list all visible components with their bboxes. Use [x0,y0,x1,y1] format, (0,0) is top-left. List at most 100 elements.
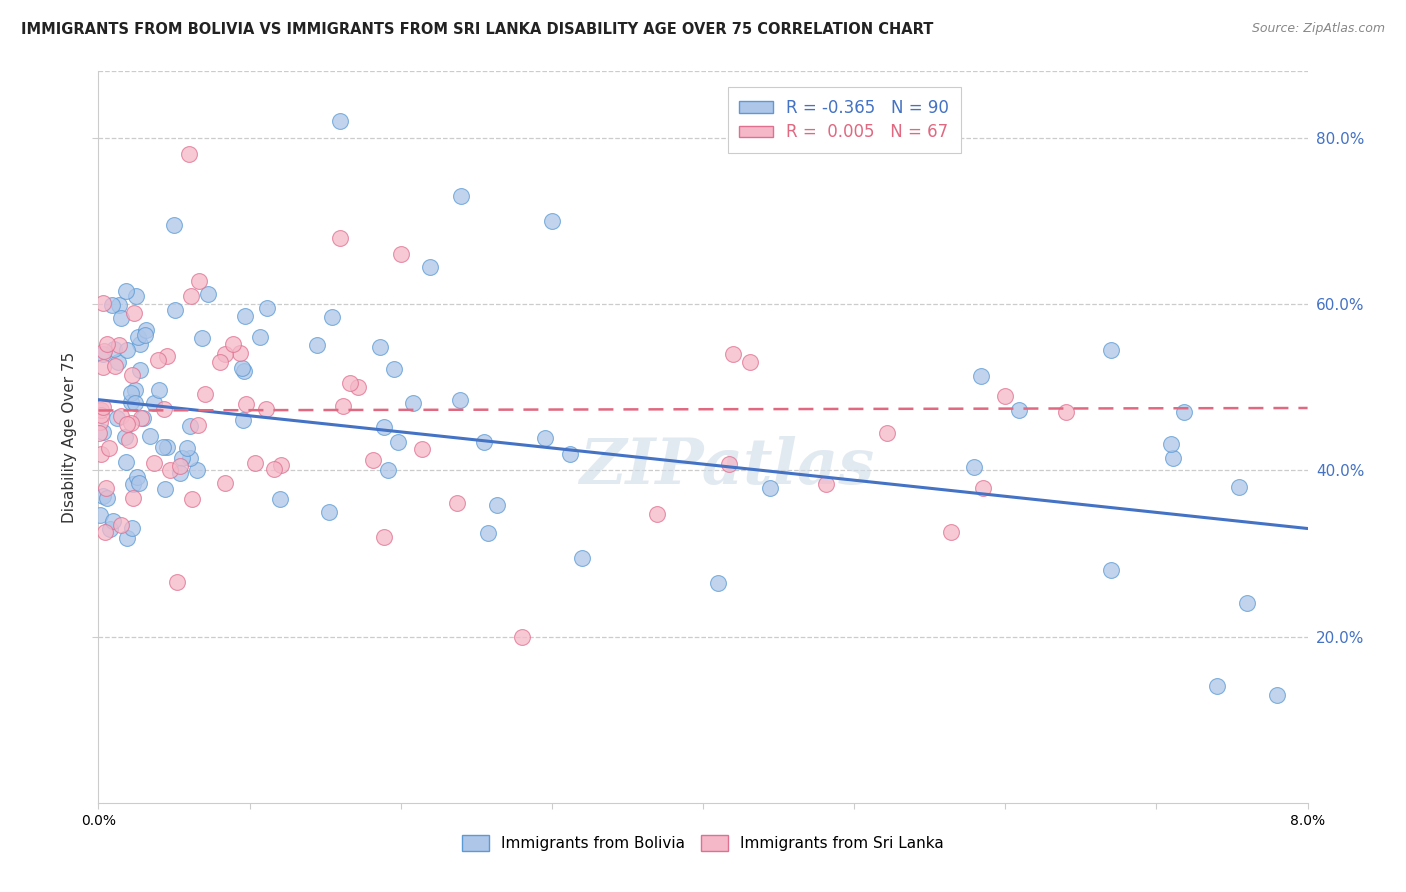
Point [117,532,139,546]
Point [128,476,150,491]
Point [110,310,132,325]
Point [91,489,114,503]
Point [249,330,271,344]
Point [269,492,291,507]
Point [446,496,468,510]
Point [89,415,111,429]
Point [115,285,138,299]
Point [477,526,499,541]
Point [101,298,124,312]
Legend: Immigrants from Bolivia, Immigrants from Sri Lanka: Immigrants from Bolivia, Immigrants from… [456,830,950,857]
Point [156,349,179,363]
Point [232,413,254,427]
Point [93,343,115,358]
Point [129,411,152,425]
Point [142,456,165,470]
Point [132,411,155,425]
Point [389,247,412,261]
Point [166,574,188,589]
Point [222,336,245,351]
Point [485,498,508,512]
Point [103,359,125,373]
Point [191,331,214,345]
Point [101,515,124,529]
Point [1160,437,1182,451]
Y-axis label: Disability Age Over 75: Disability Age Over 75 [62,351,77,523]
Point [156,441,179,455]
Point [254,402,277,417]
Point [1099,563,1122,577]
Point [179,450,201,465]
Point [124,384,146,398]
Point [373,530,395,544]
Point [339,376,361,390]
Point [1099,343,1122,358]
Point [100,522,122,536]
Point [172,451,194,466]
Point [510,630,533,644]
Point [90,447,112,461]
Point [142,396,165,410]
Point [108,298,131,312]
Point [214,346,236,360]
Point [814,477,837,491]
Point [107,355,129,369]
Point [449,392,471,407]
Point [148,383,170,397]
Point [941,524,963,539]
Point [135,323,157,337]
Point [214,475,236,490]
Point [723,347,745,361]
Point [540,214,562,228]
Point [114,430,136,444]
Point [169,459,191,474]
Point [263,462,285,476]
Point [115,417,138,431]
Point [120,416,142,430]
Point [533,431,555,445]
Point [121,491,143,505]
Point [98,441,121,455]
Point [117,434,139,448]
Point [1173,405,1195,419]
Point [105,411,128,425]
Point [152,402,174,417]
Point [256,301,278,315]
Point [305,338,328,352]
Point [329,230,352,244]
Point [645,507,668,521]
Point [187,418,209,433]
Point [235,397,257,411]
Point [169,466,191,480]
Point [411,442,433,457]
Point [121,521,143,535]
Point [1267,688,1289,702]
Point [197,286,219,301]
Point [120,394,142,409]
Point [110,409,132,424]
Point [963,460,986,475]
Point [377,463,399,477]
Point [186,463,208,477]
Point [146,352,169,367]
Point [107,338,129,352]
Point [571,550,593,565]
Point [176,442,198,456]
Point [124,289,146,303]
Point [994,388,1017,402]
Point [1236,596,1258,610]
Point [229,346,252,360]
Point [384,362,406,376]
Point [122,476,145,491]
Point [139,429,162,443]
Point [370,340,392,354]
Point [91,295,114,310]
Point [115,455,138,469]
Point [134,328,156,343]
Point [152,440,174,454]
Point [124,396,146,410]
Text: IMMIGRANTS FROM BOLIVIA VS IMMIGRANTS FROM SRI LANKA DISABILITY AGE OVER 75 CORR: IMMIGRANTS FROM BOLIVIA VS IMMIGRANTS FR… [21,22,934,37]
Point [115,343,138,357]
Point [876,425,898,440]
Point [472,434,495,449]
